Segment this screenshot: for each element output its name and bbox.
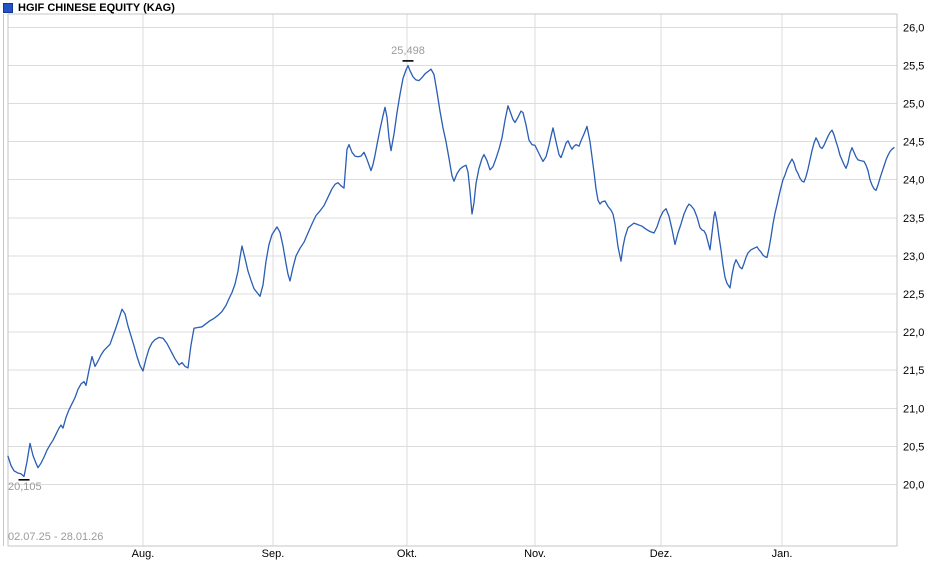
- max-marker-tick: [402, 60, 414, 62]
- y-axis-label: 22,5: [903, 289, 924, 301]
- y-axis-label: 23,5: [903, 213, 924, 225]
- x-axis-label: Okt.: [397, 548, 417, 560]
- plot-border: [7, 13, 898, 547]
- date-range-label: 02.07.25 - 28.01.26: [8, 531, 103, 543]
- axis-labels: 26,0 25,5 25,0 24,5 24,0 23,5 23,0 22,5 22,0 21,5…: [132, 22, 925, 560]
- y-axis-label: 21,0: [903, 403, 924, 415]
- y-axis-label: 25,5: [903, 60, 924, 72]
- y-axis-label: 25,0: [903, 99, 924, 111]
- x-axis-label: Aug.: [132, 548, 155, 560]
- y-axis-label: 23,0: [903, 251, 924, 263]
- y-axis-label: 24,0: [903, 175, 924, 187]
- x-axis-label: Nov.: [524, 548, 546, 560]
- y-axis-label: 21,5: [903, 365, 924, 377]
- x-axis-label: Jan.: [772, 548, 793, 560]
- max-annotation: 25,498: [391, 45, 425, 62]
- x-axis-label: Sep.: [262, 548, 285, 560]
- y-axis-label: 20,0: [903, 480, 924, 492]
- min-marker-tick: [18, 479, 30, 481]
- min-annotation: 20,105: [8, 479, 42, 493]
- y-axis-label: 24,5: [903, 137, 924, 149]
- y-axis-label: 22,0: [903, 327, 924, 339]
- x-axis-label: Dez.: [650, 548, 673, 560]
- legend-label: HGIF CHINESE EQUITY (KAG): [18, 2, 175, 14]
- legend: HGIF CHINESE EQUITY (KAG): [3, 2, 175, 14]
- y-axis-label: 26,0: [903, 22, 924, 34]
- min-value-label: 20,105: [8, 481, 42, 493]
- series-swatch-icon: [3, 3, 13, 13]
- y-axis-label: 20,5: [903, 441, 924, 453]
- gridlines: [8, 14, 897, 546]
- max-value-label: 25,498: [391, 45, 425, 57]
- price-line-series: [7, 64, 895, 478]
